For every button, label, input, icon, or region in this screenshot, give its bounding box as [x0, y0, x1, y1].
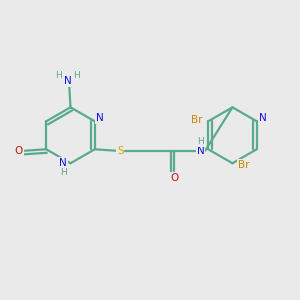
Text: N: N: [59, 158, 67, 168]
Text: H: H: [73, 71, 80, 80]
Text: H: H: [55, 71, 62, 80]
Text: N: N: [197, 146, 205, 156]
Text: Br: Br: [238, 160, 249, 170]
Text: N: N: [96, 113, 104, 123]
Text: O: O: [170, 173, 178, 183]
Text: N: N: [64, 76, 71, 86]
Text: Br: Br: [191, 115, 203, 125]
Text: O: O: [15, 146, 23, 156]
Text: H: H: [197, 137, 204, 146]
Text: N: N: [259, 113, 267, 123]
Text: S: S: [117, 146, 124, 156]
Text: H: H: [60, 168, 67, 177]
